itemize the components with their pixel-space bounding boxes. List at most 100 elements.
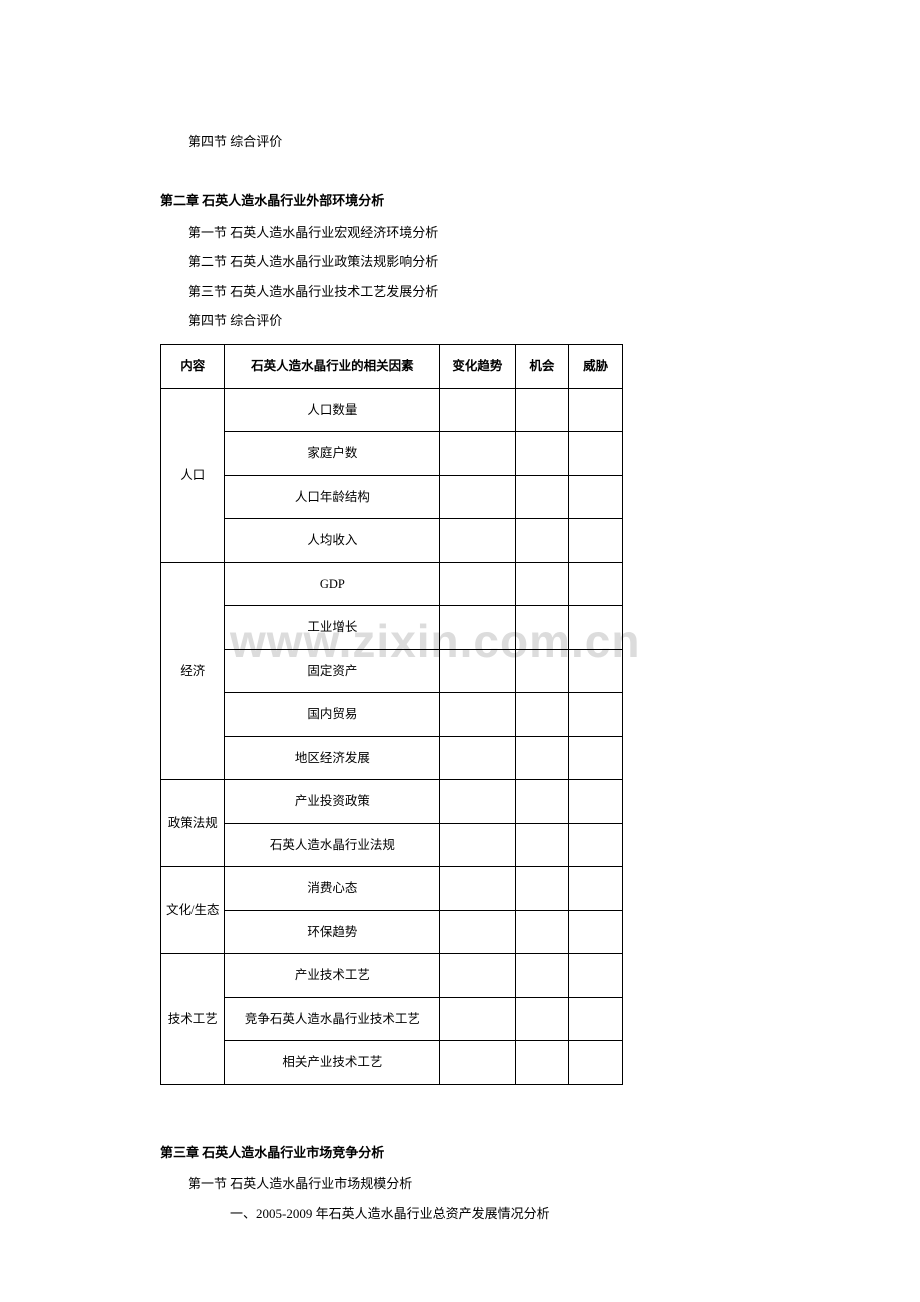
chance-cell — [515, 910, 569, 954]
factor-cell: 消费心态 — [225, 867, 440, 911]
threat-cell — [569, 519, 623, 563]
threat-cell — [569, 562, 623, 606]
chance-cell — [515, 649, 569, 693]
chance-cell — [515, 736, 569, 780]
chapter-2-section-2: 第二节 石英人造水晶行业政策法规影响分析 — [188, 250, 760, 273]
chance-cell — [515, 475, 569, 519]
table-header-row: 内容 石英人造水晶行业的相关因素 变化趋势 机会 威胁 — [161, 345, 623, 389]
chance-cell — [515, 693, 569, 737]
analysis-table: 内容 石英人造水晶行业的相关因素 变化趋势 机会 威胁 人口人口数量家庭户数人口… — [160, 344, 623, 1085]
threat-cell — [569, 388, 623, 432]
trend-cell — [440, 693, 515, 737]
table-row: 人口年龄结构 — [161, 475, 623, 519]
table-row: 相关产业技术工艺 — [161, 1041, 623, 1085]
chapter-2-section-3: 第三节 石英人造水晶行业技术工艺发展分析 — [188, 280, 760, 303]
chapter-3-subitem-1: 一、2005-2009 年石英人造水晶行业总资产发展情况分析 — [230, 1202, 760, 1225]
threat-cell — [569, 823, 623, 867]
table-row: 经济GDP — [161, 562, 623, 606]
chance-cell — [515, 1041, 569, 1085]
table-row: 工业增长 — [161, 606, 623, 650]
trend-cell — [440, 606, 515, 650]
threat-cell — [569, 649, 623, 693]
threat-cell — [569, 606, 623, 650]
chapter-2-section-1: 第一节 石英人造水晶行业宏观经济环境分析 — [188, 221, 760, 244]
chance-cell — [515, 606, 569, 650]
top-section-item: 第四节 综合评价 — [188, 130, 760, 153]
document-body: 第四节 综合评价 第二章 石英人造水晶行业外部环境分析 第一节 石英人造水晶行业… — [160, 130, 760, 1225]
factor-cell: 国内贸易 — [225, 693, 440, 737]
header-threat: 威胁 — [569, 345, 623, 389]
chance-cell — [515, 867, 569, 911]
factor-cell: 人均收入 — [225, 519, 440, 563]
chance-cell — [515, 780, 569, 824]
trend-cell — [440, 1041, 515, 1085]
category-cell: 经济 — [161, 562, 225, 780]
factor-cell: 石英人造水晶行业法规 — [225, 823, 440, 867]
threat-cell — [569, 432, 623, 476]
table-row: 国内贸易 — [161, 693, 623, 737]
threat-cell — [569, 910, 623, 954]
factor-cell: 人口年龄结构 — [225, 475, 440, 519]
trend-cell — [440, 562, 515, 606]
factor-cell: 竞争石英人造水晶行业技术工艺 — [225, 997, 440, 1041]
threat-cell — [569, 1041, 623, 1085]
trend-cell — [440, 432, 515, 476]
factor-cell: 地区经济发展 — [225, 736, 440, 780]
chance-cell — [515, 954, 569, 998]
table-row: 固定资产 — [161, 649, 623, 693]
table-row: 家庭户数 — [161, 432, 623, 476]
factor-cell: 相关产业技术工艺 — [225, 1041, 440, 1085]
trend-cell — [440, 649, 515, 693]
chance-cell — [515, 997, 569, 1041]
table-row: 地区经济发展 — [161, 736, 623, 780]
factor-cell: 产业技术工艺 — [225, 954, 440, 998]
factor-cell: 固定资产 — [225, 649, 440, 693]
trend-cell — [440, 954, 515, 998]
chance-cell — [515, 823, 569, 867]
factor-cell: GDP — [225, 562, 440, 606]
factor-cell: 产业投资政策 — [225, 780, 440, 824]
factor-cell: 家庭户数 — [225, 432, 440, 476]
table-row: 技术工艺产业技术工艺 — [161, 954, 623, 998]
chapter-2-section-4: 第四节 综合评价 — [188, 309, 760, 332]
threat-cell — [569, 736, 623, 780]
table-row: 环保趋势 — [161, 910, 623, 954]
category-cell: 技术工艺 — [161, 954, 225, 1085]
factor-cell: 工业增长 — [225, 606, 440, 650]
table-row: 人口人口数量 — [161, 388, 623, 432]
category-cell: 政策法规 — [161, 780, 225, 867]
trend-cell — [440, 910, 515, 954]
trend-cell — [440, 475, 515, 519]
trend-cell — [440, 823, 515, 867]
factor-cell: 环保趋势 — [225, 910, 440, 954]
category-cell: 文化/生态 — [161, 867, 225, 954]
table-row: 文化/生态消费心态 — [161, 867, 623, 911]
trend-cell — [440, 736, 515, 780]
threat-cell — [569, 997, 623, 1041]
chapter-3-title: 第三章 石英人造水晶行业市场竞争分析 — [160, 1141, 760, 1164]
chance-cell — [515, 519, 569, 563]
trend-cell — [440, 519, 515, 563]
threat-cell — [569, 475, 623, 519]
header-chance: 机会 — [515, 345, 569, 389]
header-factor: 石英人造水晶行业的相关因素 — [225, 345, 440, 389]
chance-cell — [515, 562, 569, 606]
trend-cell — [440, 780, 515, 824]
trend-cell — [440, 388, 515, 432]
threat-cell — [569, 954, 623, 998]
table-row: 政策法规产业投资政策 — [161, 780, 623, 824]
factor-cell: 人口数量 — [225, 388, 440, 432]
threat-cell — [569, 693, 623, 737]
threat-cell — [569, 780, 623, 824]
chapter-3-section-1: 第一节 石英人造水晶行业市场规模分析 — [188, 1172, 760, 1195]
chapter-2-title: 第二章 石英人造水晶行业外部环境分析 — [160, 189, 760, 212]
table-row: 人均收入 — [161, 519, 623, 563]
table-row: 石英人造水晶行业法规 — [161, 823, 623, 867]
chance-cell — [515, 432, 569, 476]
header-content: 内容 — [161, 345, 225, 389]
trend-cell — [440, 867, 515, 911]
trend-cell — [440, 997, 515, 1041]
chance-cell — [515, 388, 569, 432]
threat-cell — [569, 867, 623, 911]
category-cell: 人口 — [161, 388, 225, 562]
